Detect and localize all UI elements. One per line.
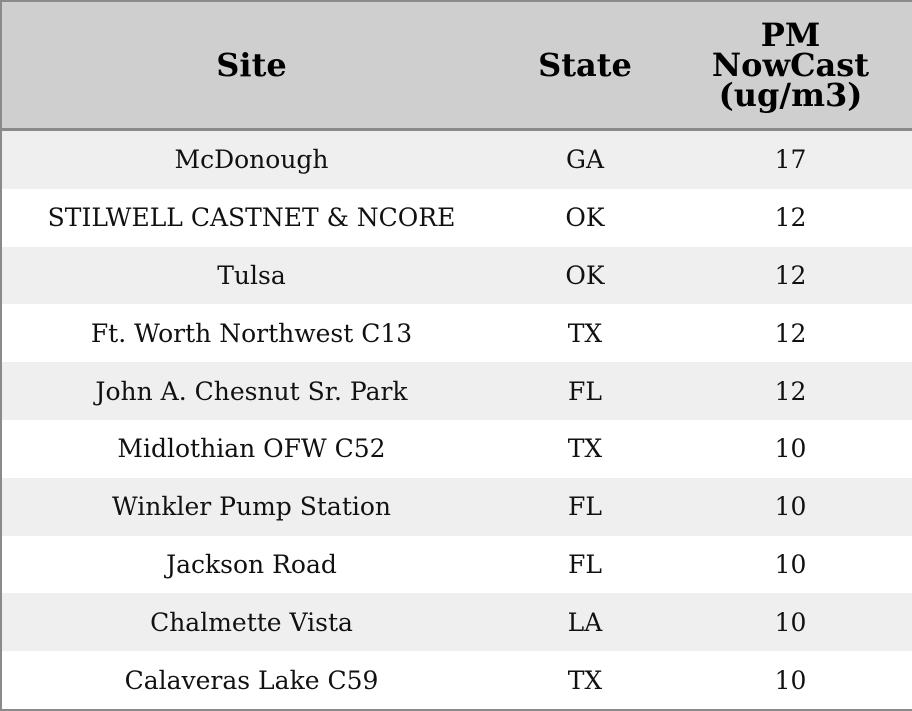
table-cell: GA bbox=[501, 129, 669, 189]
table-cell: 10 bbox=[669, 593, 912, 652]
table-cell: FL bbox=[501, 362, 669, 420]
table-cell: 10 bbox=[669, 419, 912, 478]
table-cell: STILWELL CASTNET & NCORE bbox=[1, 188, 501, 247]
header-text: Site bbox=[216, 46, 287, 84]
table-cell: McDonough bbox=[1, 129, 501, 189]
table-header: Site State PM NowCast (ug/m3) bbox=[1, 1, 912, 131]
table-row: McDonough GA 17 bbox=[1, 129, 912, 189]
table-row: STILWELL CASTNET & NCORE OK 12 bbox=[1, 188, 912, 247]
table-cell: 10 bbox=[669, 651, 912, 710]
table-row: John A. Chesnut Sr. Park FL 12 bbox=[1, 362, 912, 420]
table-cell: FL bbox=[501, 535, 669, 594]
table-row: Chalmette Vista LA 10 bbox=[1, 593, 912, 652]
table-cell: 12 bbox=[669, 188, 912, 247]
header-cell: State bbox=[501, 1, 669, 131]
header-cell: PM NowCast (ug/m3) bbox=[669, 1, 912, 131]
table-cell: Tulsa bbox=[1, 246, 501, 305]
table-cell: TX bbox=[501, 419, 669, 478]
table-cell: John A. Chesnut Sr. Park bbox=[1, 362, 501, 420]
table-cell: TX bbox=[501, 651, 669, 710]
header-text: State bbox=[538, 46, 632, 84]
table-cell: FL bbox=[501, 477, 669, 536]
table-body: McDonough GA 17 STILWELL CASTNET & NCORE OK 1… bbox=[1, 129, 912, 710]
table-row: Jackson Road FL 10 bbox=[1, 535, 912, 594]
table-cell: 10 bbox=[669, 535, 912, 594]
table-cell: LA bbox=[501, 593, 669, 652]
table-cell: OK bbox=[501, 246, 669, 305]
table-cell: 12 bbox=[669, 246, 912, 305]
table-row: Ft. Worth Northwest C13 TX 12 bbox=[1, 304, 912, 363]
table-row: Winkler Pump Station FL 10 bbox=[1, 477, 912, 536]
table-cell: Ft. Worth Northwest C13 bbox=[1, 304, 501, 363]
header-cell: Site bbox=[1, 1, 501, 131]
table-cell: Calaveras Lake C59 bbox=[1, 651, 501, 710]
table-cell: 12 bbox=[669, 304, 912, 363]
table-cell: TX bbox=[501, 304, 669, 363]
table-cell: Jackson Road bbox=[1, 535, 501, 594]
header-row: Site State PM NowCast (ug/m3) bbox=[1, 1, 912, 131]
table-cell: 12 bbox=[669, 362, 912, 420]
table-row: Calaveras Lake C59 TX 10 bbox=[1, 651, 912, 710]
table-cell: OK bbox=[501, 188, 669, 247]
table-cell: Chalmette Vista bbox=[1, 593, 501, 652]
table-cell: 17 bbox=[669, 129, 912, 189]
table-row: Midlothian OFW C52 TX 10 bbox=[1, 419, 912, 478]
table-cell: Winkler Pump Station bbox=[1, 477, 501, 536]
table-cell: 10 bbox=[669, 477, 912, 536]
header-text: PM NowCast (ug/m3) bbox=[711, 16, 870, 114]
table-row: Tulsa OK 12 bbox=[1, 246, 912, 305]
table-cell: Midlothian OFW C52 bbox=[1, 419, 501, 478]
